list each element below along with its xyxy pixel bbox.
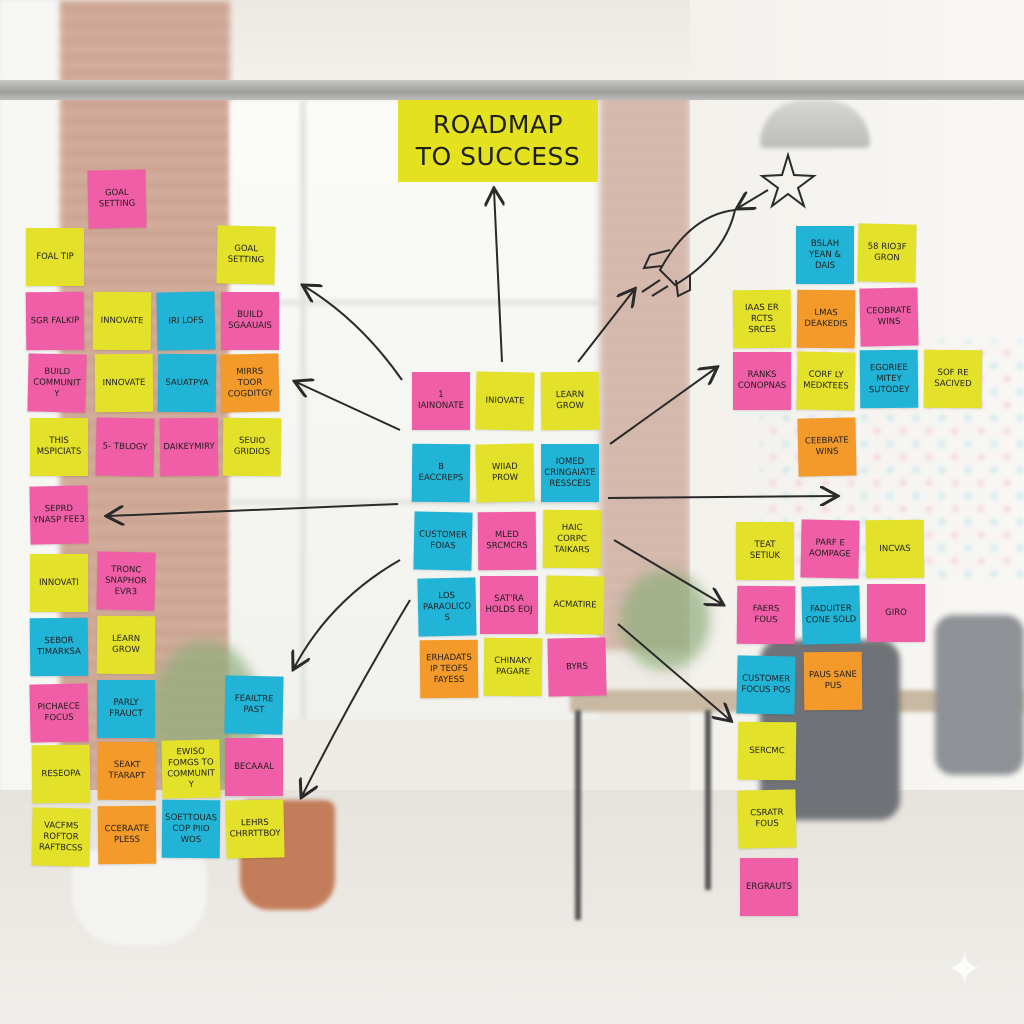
white-planter [72,850,207,945]
sticky-note: LOS PARAOLICOS [417,577,477,637]
sticky-note: CUSTOMER FOIAS [413,511,473,571]
sticky-note: INNOVATI [30,554,88,612]
sticky-note: INNOVATE [92,291,152,351]
sticky-note: BYRS [547,637,607,697]
sticky-note: SEBOR TIMARKSA [29,617,89,677]
sticky-note: ERGRAUTS [740,858,798,916]
sticky-note: SAT'RA HOLDS EOJ [480,576,538,634]
arrow [302,599,411,796]
arrow [738,189,769,208]
office-chair [935,615,1024,775]
desk-leg [705,710,711,890]
sticky-note: HAIC CORPC TAIKARS [542,509,602,569]
sticky-note: RANKS CONOPNAS [733,352,791,410]
sticky-note: CUSTOMER FOCUS POS [736,655,796,715]
sticky-note: INIOVATE [475,371,535,431]
arrow [607,496,836,498]
sticky-note: RESEOPA [31,744,91,804]
sticky-note: MLED SRCMCRS [477,511,537,571]
sticky-note: TRONC SNAPHOR EVR3 [96,551,156,611]
sticky-note: FEAILTRE PAST [224,675,284,735]
sticky-note: ERHADATS IP TEOFS FAYESS [419,639,479,699]
sticky-note: BUILD COMMUNITY [27,353,87,413]
desk-leg [575,710,581,920]
arrow [494,190,502,363]
sticky-note: EGORIEE MITEY SUTODEY [859,349,919,409]
roadmap-title-note: ROADMAP TO SUCCESS [398,100,598,182]
sticky-note: 5- TBLOGY [95,417,155,477]
arrow [613,539,722,604]
sticky-note: BUILD SGAAUAIS [221,292,279,350]
sticky-note: BECAAAL [225,738,283,796]
sticky-note: SEUIO GRIDIOS [222,417,282,477]
arrow [108,503,399,516]
sticky-note: CHINAKY PAGARE [483,637,543,697]
title-line-1: ROADMAP [432,110,564,139]
sticky-note: SOETTOUAS COP PIIO WOS [161,799,221,859]
sticky-note: WIIAD PROW [475,443,535,503]
window-frame [300,100,306,720]
sticky-note: CSRATR FOUS [737,789,797,849]
sticky-note: FOAL TIP [26,228,84,286]
brick-pillar [600,90,690,650]
sticky-note: IAAS ER RCTS SRCES [732,289,792,349]
sticky-note: 58 RIO3F GRON [857,223,917,283]
sticky-note: LEARN GROW [540,371,600,431]
sticky-note: SERCMC [737,721,797,781]
sticky-note: THIS MSPICIATS [30,418,88,476]
star-icon [759,151,817,209]
plant [620,570,710,670]
sticky-note: CEOBRATE WINS [859,287,919,347]
sticky-note: VACFMS ROFTOR RAFTBCSS [31,807,91,867]
sticky-note: CEEBRATE WINS [797,417,857,477]
sticky-note: IRI LOFS [156,291,216,351]
sticky-note: INCVAS [865,519,925,579]
sticky-note: 1 IAINONATE [412,372,470,430]
sticky-note: EWISO FOMGS TO COMMUNITY [161,739,221,799]
sticky-note: SEAKT TFARAPT [97,741,157,801]
sticky-note: LEHRS CHRRTTBOY [225,799,285,859]
arrow [296,382,401,431]
window-frame [230,500,600,505]
sticky-note: ACMATIRE [545,575,605,635]
sticky-note: LEARN GROW [96,615,156,675]
sticky-note: LMAS DEAKEDIS [796,289,856,349]
sticky-note: TEAT SETIUK [736,522,794,580]
sticky-note: BSLAH YEAN & DAIS [796,226,854,284]
sticky-note: FAERS FOUS [736,585,796,645]
sticky-note: DAIKEYMIRY [159,417,219,477]
sticky-note: CCERAATE PLESS [97,805,157,865]
arrow [609,368,716,445]
sticky-note: PAUS SANE PUS [803,651,863,711]
sparkle-icon: ✦ [946,944,983,995]
sticky-note: B EACCREPS [411,443,471,503]
sticky-note: SGR FALKIP [25,291,85,351]
arrow [304,286,403,381]
sticky-note: SOF RE SACIVED [923,349,983,409]
sticky-note: IOMED CRINGAIATE RESSCEIS [541,444,599,502]
arrow [617,623,730,720]
sticky-note: SAUATPYA [157,353,217,413]
pendant-lamp [760,100,870,148]
arrow [577,290,634,363]
sticky-note: INNOVATE [94,353,154,413]
window-frame [230,300,600,305]
sticky-note: GOAL SETTING [87,169,147,229]
sticky-note: CORF LY MEDKTEES [796,351,856,411]
sticky-note: GIRO [867,584,925,642]
sticky-note: PICHAECE FOCUS [29,683,89,743]
sticky-note: GOAL SETTING [216,225,276,285]
rocket-icon [641,208,737,298]
sticky-note: PARLY FRAUCT [97,680,155,738]
sticky-note: FADUITER CONE SOLD [801,585,861,645]
sticky-note: SEPRD YNASP FEE3 [29,485,89,545]
glass-top-rail [0,80,1024,100]
title-line-2: TO SUCCESS [415,142,581,171]
sticky-note: MIRRS TOOR COGDITGY [220,353,280,413]
arrow [294,559,401,668]
sticky-note: PARF E AOMPAGE [800,519,860,579]
